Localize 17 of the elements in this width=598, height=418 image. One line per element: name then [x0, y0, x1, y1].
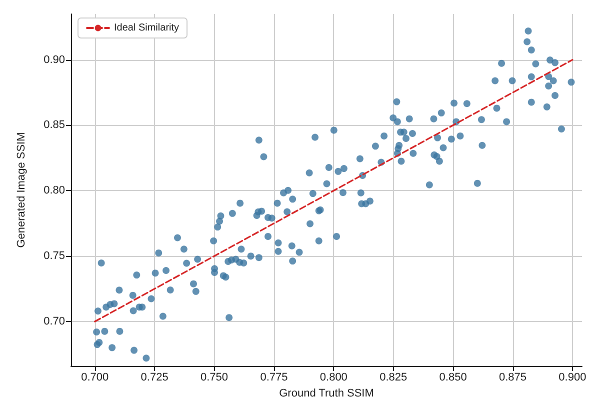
y-axis-title: Generated Image SSIM	[16, 132, 28, 248]
x-tick-label: 0.875	[498, 372, 527, 384]
x-tick-label: 0.700	[81, 372, 109, 384]
y-tick-label: 0.80	[44, 184, 65, 197]
x-tick-label: 0.750	[200, 372, 228, 384]
y-tick-label: 0.75	[44, 250, 65, 262]
y-tick-label: 0.70	[44, 316, 65, 328]
x-axis-title: Ground Truth SSIM	[279, 388, 374, 400]
y-tick-label: 0.85	[44, 119, 65, 132]
x-tick-label: 0.725	[140, 372, 168, 384]
x-tick-label: 0.775	[260, 372, 288, 384]
x-tick-label: 0.800	[320, 372, 348, 384]
x-tick-label: 0.900	[558, 372, 586, 384]
x-tick-label: 0.825	[380, 372, 408, 384]
y-tick-label: 0.90	[44, 54, 65, 66]
x-tick-label: 0.850	[439, 372, 467, 384]
legend-label: Ideal Similarity	[114, 22, 180, 34]
